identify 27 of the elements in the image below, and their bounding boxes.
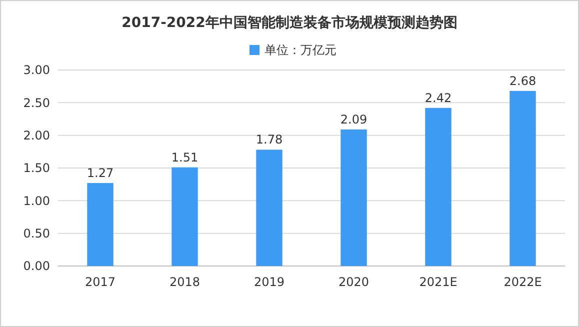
data-label: 1.27 <box>86 166 114 180</box>
y-tick-label: 2.00 <box>23 128 50 143</box>
y-tick-label: 0.50 <box>23 226 50 241</box>
data-label: 2.09 <box>340 112 368 126</box>
legend-label: 单位：万亿元 <box>264 43 336 58</box>
x-tick-label: 2020 <box>338 275 370 289</box>
data-label: 2.42 <box>424 90 452 105</box>
x-tick-label: 2022E <box>504 275 542 289</box>
x-tick-label: 2018 <box>169 275 200 289</box>
x-tick-label: 2017 <box>84 275 116 289</box>
y-tick-label: 1.00 <box>23 194 50 208</box>
y-tick-label: 2.50 <box>23 96 50 110</box>
y-tick-label: 0.00 <box>23 259 50 274</box>
y-tick-label: 1.50 <box>23 161 50 176</box>
bar <box>425 108 452 266</box>
data-label: 1.78 <box>256 132 283 147</box>
data-label: 1.51 <box>171 150 198 164</box>
y-tick-label: 3.00 <box>23 63 50 78</box>
data-label: 2.68 <box>509 74 536 88</box>
bar <box>87 183 114 266</box>
chart-title: 2017-2022年中国智能制造装备市场规模预测趋势图 <box>122 14 458 31</box>
bar <box>340 129 367 266</box>
x-tick-label: 2019 <box>254 275 285 289</box>
bar <box>172 167 198 266</box>
bar <box>256 150 282 266</box>
bar <box>510 90 536 266</box>
x-tick-label: 2021E <box>419 275 458 289</box>
